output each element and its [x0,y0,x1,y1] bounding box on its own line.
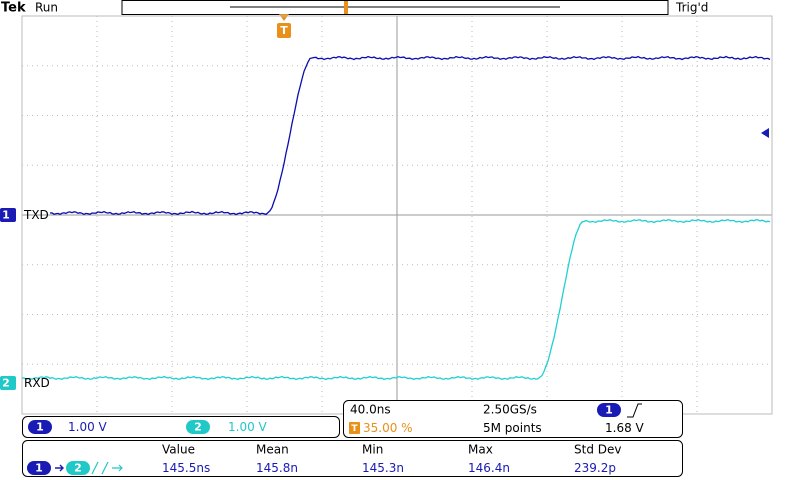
ch1-number: 1 [2,209,10,222]
ch1-scale: 1.00 V [68,420,108,434]
meas-header: Min [362,443,383,457]
ch1-badge [28,420,52,434]
trigger-marker: T [280,24,288,37]
record-length: 5M points [483,421,542,435]
ch1-label: TXD [23,208,49,222]
ch2-badge-number: 2 [194,421,202,434]
ch1-marker [0,208,16,222]
trigger-badge [277,23,291,38]
sample-rate: 2.50GS/s [483,403,537,417]
meas-edge-icon [91,461,123,475]
meas-value: 239.2p [574,461,616,475]
channel-panel [22,416,340,438]
measurement-panel [22,440,683,477]
meas-arrow [55,464,64,472]
trigger-level: 1.68 V [605,421,645,435]
trigger-position: 35.00 % [363,421,413,435]
record-position [344,1,348,14]
ch2-number: 2 [2,377,10,390]
trace-ch1 [49,55,771,216]
meas-target: 2 [74,462,82,475]
trigger-slope [627,403,642,418]
meas-header: Max [468,443,493,457]
meas-target-badge [66,461,90,475]
trigger-pos-icon [349,422,360,434]
meas-header: Std Dev [574,443,621,457]
trigger-arrow [279,14,289,21]
trigger-state: Trig'd [675,1,708,15]
meas-header: Mean [256,443,289,457]
ch2-scale: 1.00 V [228,420,268,434]
meas-source-badge [27,461,51,475]
ch2-marker [0,376,16,390]
brand: Tek [1,1,26,16]
meas-value: 146.4n [468,461,510,475]
ch1-badge-number: 1 [36,421,44,434]
ch2-badge [186,420,210,434]
ch1-offset-marker [761,128,769,138]
trigger-pos-icon-text: T [351,424,358,434]
meas-header: Value [162,443,195,457]
meas-value: 145.8n [256,461,298,475]
run-status: Run [35,1,58,15]
graticule [22,16,772,414]
meas-value: 145.5ns [162,461,210,475]
trigger-source-badge [597,403,621,417]
ch2-label: RXD [24,376,50,390]
trace-ch2 [21,218,771,381]
horizontal-scale: 40.0ns [350,403,391,417]
trigger-source: 1 [605,404,613,417]
meas-value: 145.3n [362,461,404,475]
meas-source: 1 [35,462,43,475]
